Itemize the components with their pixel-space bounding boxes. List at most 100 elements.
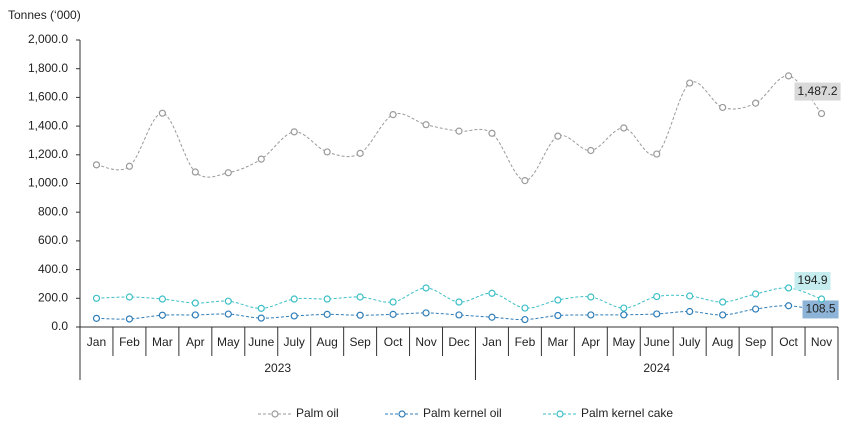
marker: [125, 293, 134, 301]
x-tick-label: Feb: [515, 335, 536, 349]
marker: [784, 302, 793, 310]
marker: [521, 177, 529, 185]
marker: [521, 315, 529, 324]
y-axis-label: Tonnes (‘000): [8, 8, 81, 22]
series-line: [96, 75, 822, 182]
x-tick-label: Sep: [349, 335, 371, 349]
value-label-bg: [794, 82, 841, 101]
x-tick-label: Aug: [712, 335, 733, 349]
marker: [290, 128, 298, 136]
x-tick-label: Nov: [811, 335, 832, 349]
y-tick-label: 1,800.0: [28, 61, 68, 75]
marker: [817, 109, 826, 118]
x-tick-label: Apr: [581, 335, 600, 349]
y-tick-label: 0.0: [51, 319, 68, 333]
group-label: 2023: [264, 361, 291, 375]
value-label-bg: [802, 300, 839, 319]
marker: [620, 311, 628, 319]
marker: [422, 309, 430, 317]
marker: [752, 290, 760, 298]
marker: [752, 305, 760, 313]
value-label: 1,487.2: [794, 82, 841, 101]
x-tick-label: Mar: [548, 335, 569, 349]
x-tick-label: June: [644, 335, 670, 349]
marker: [323, 310, 331, 318]
marker: [784, 72, 793, 80]
marker: [257, 304, 265, 312]
marker: [686, 79, 694, 87]
value-label-text: 194.9: [798, 273, 828, 287]
y-tick-label: 1,200.0: [28, 147, 68, 161]
x-tick-label: Dec: [448, 335, 469, 349]
value-label: 108.5: [802, 300, 839, 319]
y-tick-label: 600.0: [38, 233, 68, 247]
marker: [224, 297, 232, 305]
legend-marker: [271, 410, 279, 418]
legend-label: Palm oil: [296, 406, 339, 420]
marker: [653, 310, 661, 318]
marker: [554, 296, 562, 304]
value-label-text: 1,487.2: [798, 84, 838, 98]
marker: [422, 121, 430, 129]
marker: [191, 311, 199, 319]
marker: [158, 311, 166, 319]
x-tick-label: Apr: [186, 335, 205, 349]
marker: [554, 132, 562, 140]
marker: [422, 284, 430, 292]
marker: [356, 293, 364, 301]
marker: [158, 295, 166, 303]
legend-marker: [398, 410, 406, 418]
marker: [257, 314, 265, 322]
x-tick-label: July: [284, 335, 305, 349]
marker: [257, 155, 265, 163]
marker: [290, 295, 298, 303]
marker: [290, 312, 298, 320]
y-tick-label: 200.0: [38, 290, 68, 304]
marker: [323, 295, 331, 303]
marker: [92, 161, 101, 169]
legend-label: Palm kernel oil: [423, 406, 502, 420]
x-tick-label: Nov: [415, 335, 436, 349]
marker: [191, 299, 199, 307]
x-tick-label: July: [679, 335, 700, 349]
marker: [389, 310, 397, 318]
marker: [521, 304, 529, 312]
x-tick-label: Jan: [87, 335, 106, 349]
marker: [587, 293, 595, 301]
y-tick-label: 1,600.0: [28, 90, 68, 104]
marker: [389, 111, 397, 119]
marker: [455, 311, 463, 319]
x-tick-label: May: [612, 335, 635, 349]
x-tick-label: Jan: [482, 335, 501, 349]
marker: [488, 129, 496, 137]
value-label-text: 108.5: [806, 302, 836, 316]
legend-marker: [556, 410, 564, 418]
marker: [125, 162, 134, 170]
marker: [719, 298, 727, 306]
y-tick-label: 1,400.0: [28, 118, 68, 132]
series-line: [96, 305, 822, 321]
marker: [752, 99, 760, 107]
x-tick-label: June: [248, 335, 274, 349]
x-tick-label: Sep: [745, 335, 767, 349]
y-tick-label: 2,000.0: [28, 32, 68, 46]
x-tick-label: Aug: [316, 335, 337, 349]
marker: [455, 298, 463, 306]
marker: [488, 313, 496, 321]
group-label: 2024: [643, 361, 670, 375]
marker: [686, 292, 694, 300]
x-tick-label: Oct: [779, 335, 798, 349]
marker: [224, 310, 232, 318]
marker: [620, 304, 628, 312]
marker: [784, 284, 793, 292]
x-tick-label: Feb: [119, 335, 140, 349]
y-tick-label: 1,000.0: [28, 176, 68, 190]
marker: [92, 314, 101, 322]
legend-label: Palm kernel cake: [581, 406, 673, 420]
marker: [158, 109, 166, 117]
y-tick-label: 400.0: [38, 262, 68, 276]
x-tick-label: May: [217, 335, 240, 349]
marker: [125, 315, 134, 323]
marker: [686, 307, 694, 316]
